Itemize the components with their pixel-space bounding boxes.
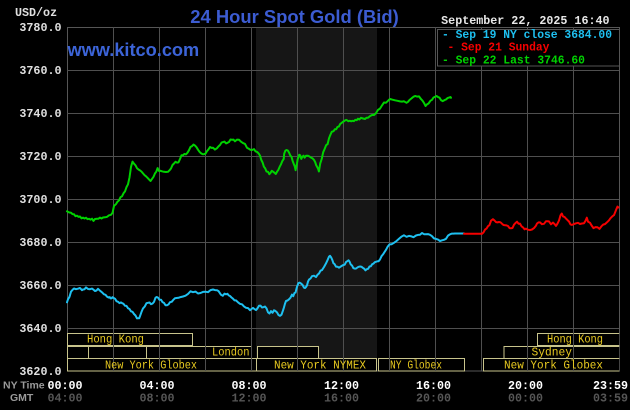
svg-text:3620.0: 3620.0 [19, 365, 61, 379]
svg-text:Hong Kong: Hong Kong [87, 333, 144, 347]
svg-text:- Sep 19 NY close 3684.00: - Sep 19 NY close 3684.00 [442, 28, 612, 42]
svg-text:New York Globex: New York Globex [105, 359, 197, 373]
svg-text:GMT: GMT [10, 392, 34, 404]
svg-text:04:00: 04:00 [47, 392, 82, 406]
svg-text:Sydney: Sydney [532, 346, 573, 360]
svg-text:New York Globex: New York Globex [504, 359, 603, 373]
svg-text:3720.0: 3720.0 [19, 150, 61, 164]
svg-text:12:00: 12:00 [324, 379, 359, 393]
svg-text:00:00: 00:00 [508, 392, 543, 406]
svg-text:www.kitco.com: www.kitco.com [67, 40, 200, 60]
svg-text:20:00: 20:00 [508, 379, 543, 393]
svg-text:NY Time: NY Time [3, 380, 45, 392]
svg-text:03:59: 03:59 [593, 392, 628, 406]
svg-text:- Sep 21 Sunday: - Sep 21 Sunday [448, 41, 550, 55]
svg-text:08:00: 08:00 [231, 379, 266, 393]
svg-text:- Sep 22 Last 3746.60: - Sep 22 Last 3746.60 [442, 53, 585, 67]
svg-text:3700.0: 3700.0 [19, 193, 61, 207]
svg-text:3640.0: 3640.0 [19, 322, 61, 336]
svg-text:London: London [212, 346, 250, 360]
svg-text:16:00: 16:00 [416, 379, 451, 393]
svg-text:08:00: 08:00 [139, 392, 174, 406]
svg-text:04:00: 04:00 [139, 379, 174, 393]
svg-text:NY Globex: NY Globex [390, 359, 442, 373]
svg-text:USD/oz: USD/oz [15, 6, 57, 20]
svg-text:September 22, 2025 16:40: September 22, 2025 16:40 [441, 14, 609, 28]
svg-text:New York NYMEX: New York NYMEX [274, 359, 366, 373]
svg-text:3660.0: 3660.0 [19, 279, 61, 293]
svg-text:3780.0: 3780.0 [19, 21, 61, 35]
svg-text:3740.0: 3740.0 [19, 107, 61, 121]
svg-text:23:59: 23:59 [593, 379, 628, 393]
svg-text:00:00: 00:00 [47, 379, 82, 393]
svg-text:3760.0: 3760.0 [19, 64, 61, 78]
svg-text:16:00: 16:00 [324, 392, 359, 406]
svg-text:12:00: 12:00 [231, 392, 266, 406]
svg-text:3680.0: 3680.0 [19, 236, 61, 250]
svg-text:20:00: 20:00 [416, 392, 451, 406]
svg-text:24 Hour Spot Gold (Bid): 24 Hour Spot Gold (Bid) [190, 6, 398, 27]
svg-text:Hong Kong: Hong Kong [547, 333, 603, 347]
